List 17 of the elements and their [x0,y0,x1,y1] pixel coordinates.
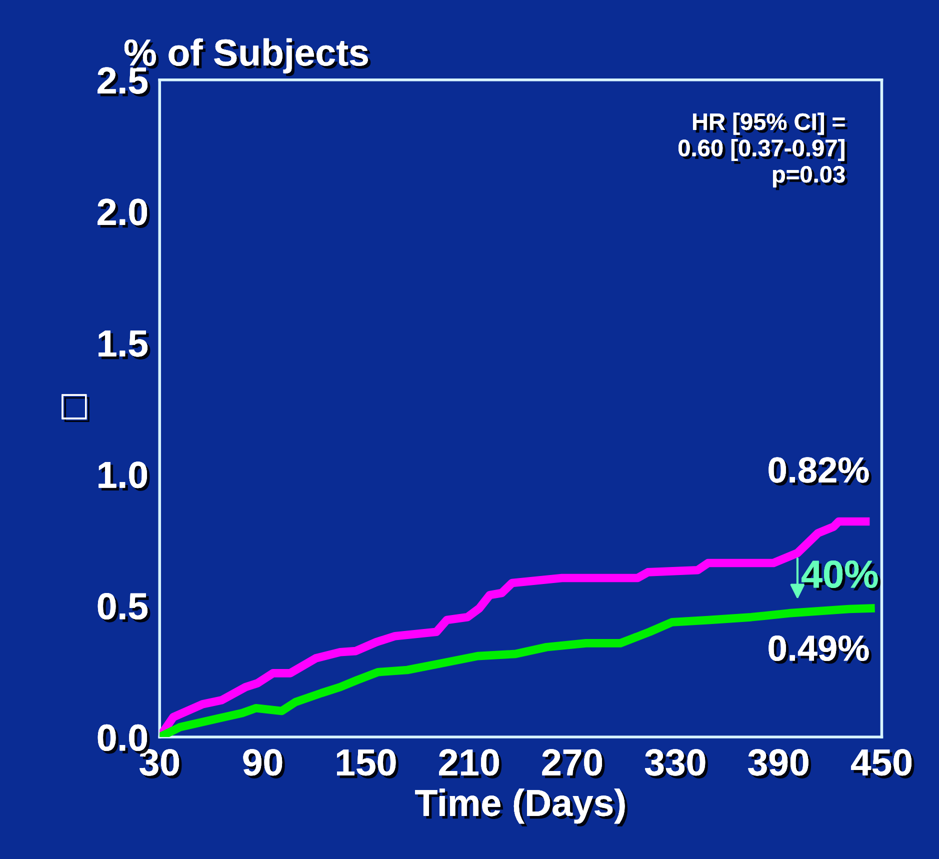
y-tick-label: 1.5 [98,330,150,360]
x-tick-label: 390 [748,749,812,779]
x-tick-label: 330 [644,749,708,779]
annotation: 40% [802,560,881,591]
annotation: 0.49% [768,635,872,664]
x-tick-label: 210 [439,749,502,778]
x-tick-label: 450 [851,749,914,778]
x-axis-title: Time (Days) [415,788,628,826]
x-tick-label: 150 [337,749,398,778]
y-tick-label: 2.0 [98,198,150,228]
y-tick-label: 0.5 [98,592,150,622]
y-axis-title: □ [62,394,90,422]
x-tick-label: 90 [243,749,285,778]
annotation: 0.82% [768,457,872,486]
annotation: HR [95% CI] = 0.60 [0.37-0.97] p=0.03 [678,112,848,190]
y-tick-label: 1.0 [98,462,150,491]
x-tick-label: 270 [542,749,605,778]
